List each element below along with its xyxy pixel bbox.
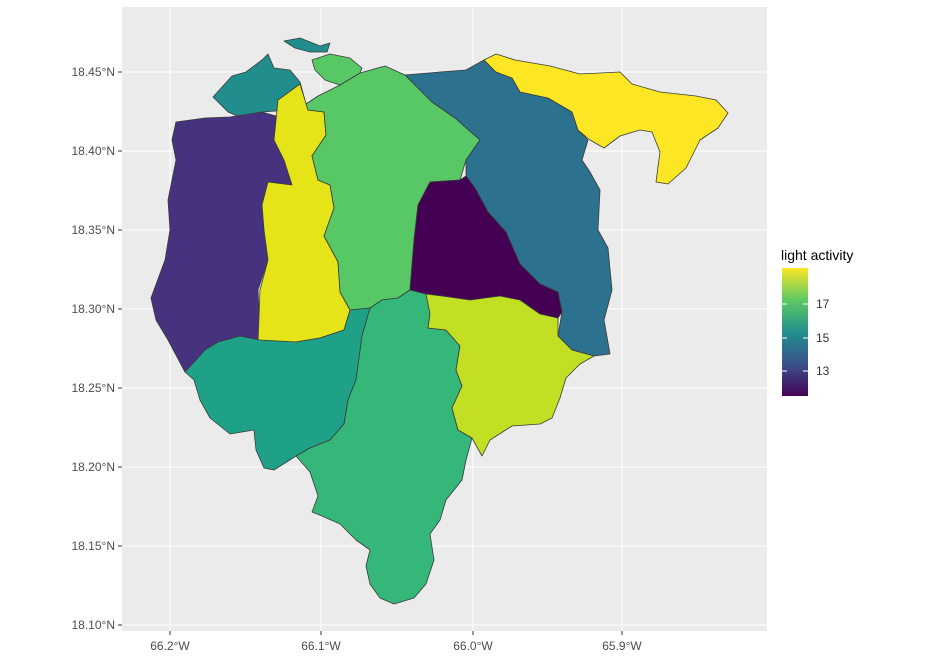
legend-tick-label: 13: [816, 364, 830, 378]
region-northwest-coast-islet[interactable]: [283, 37, 331, 53]
y-tick-label: 18.25°N: [72, 381, 116, 395]
y-axis-labels: 18.45°N 18.40°N 18.35°N 18.30°N 18.25°N …: [72, 65, 116, 632]
x-axis-labels: 66.2°W 66.1°W 66.0°W 65.9°W: [150, 639, 642, 653]
region-layer: [150, 37, 729, 605]
x-tick-label: 66.2°W: [150, 639, 190, 653]
legend-tick-label: 15: [816, 331, 830, 345]
x-tick-label: 66.1°W: [301, 639, 341, 653]
region-southeast[interactable]: [425, 293, 595, 457]
y-tick-label: 18.40°N: [72, 144, 116, 158]
y-tick-label: 18.20°N: [72, 460, 116, 474]
region-north-central-coast[interactable]: [311, 53, 363, 86]
legend: light activity 17 15 13: [781, 247, 853, 396]
y-tick-label: 18.45°N: [72, 65, 116, 79]
legend-colorbar: [782, 268, 808, 396]
y-tick-label: 18.35°N: [72, 223, 116, 237]
legend-tick-label: 17: [816, 297, 830, 311]
y-tick-label: 18.15°N: [72, 539, 116, 553]
legend-title: light activity: [781, 247, 853, 263]
region-far-northeast[interactable]: [483, 53, 729, 185]
y-tick-label: 18.30°N: [72, 302, 116, 316]
x-tick-label: 65.9°W: [602, 639, 642, 653]
y-tick-label: 18.10°N: [72, 618, 116, 632]
axis-ticks: [118, 71, 623, 635]
x-tick-label: 66.0°W: [453, 639, 493, 653]
